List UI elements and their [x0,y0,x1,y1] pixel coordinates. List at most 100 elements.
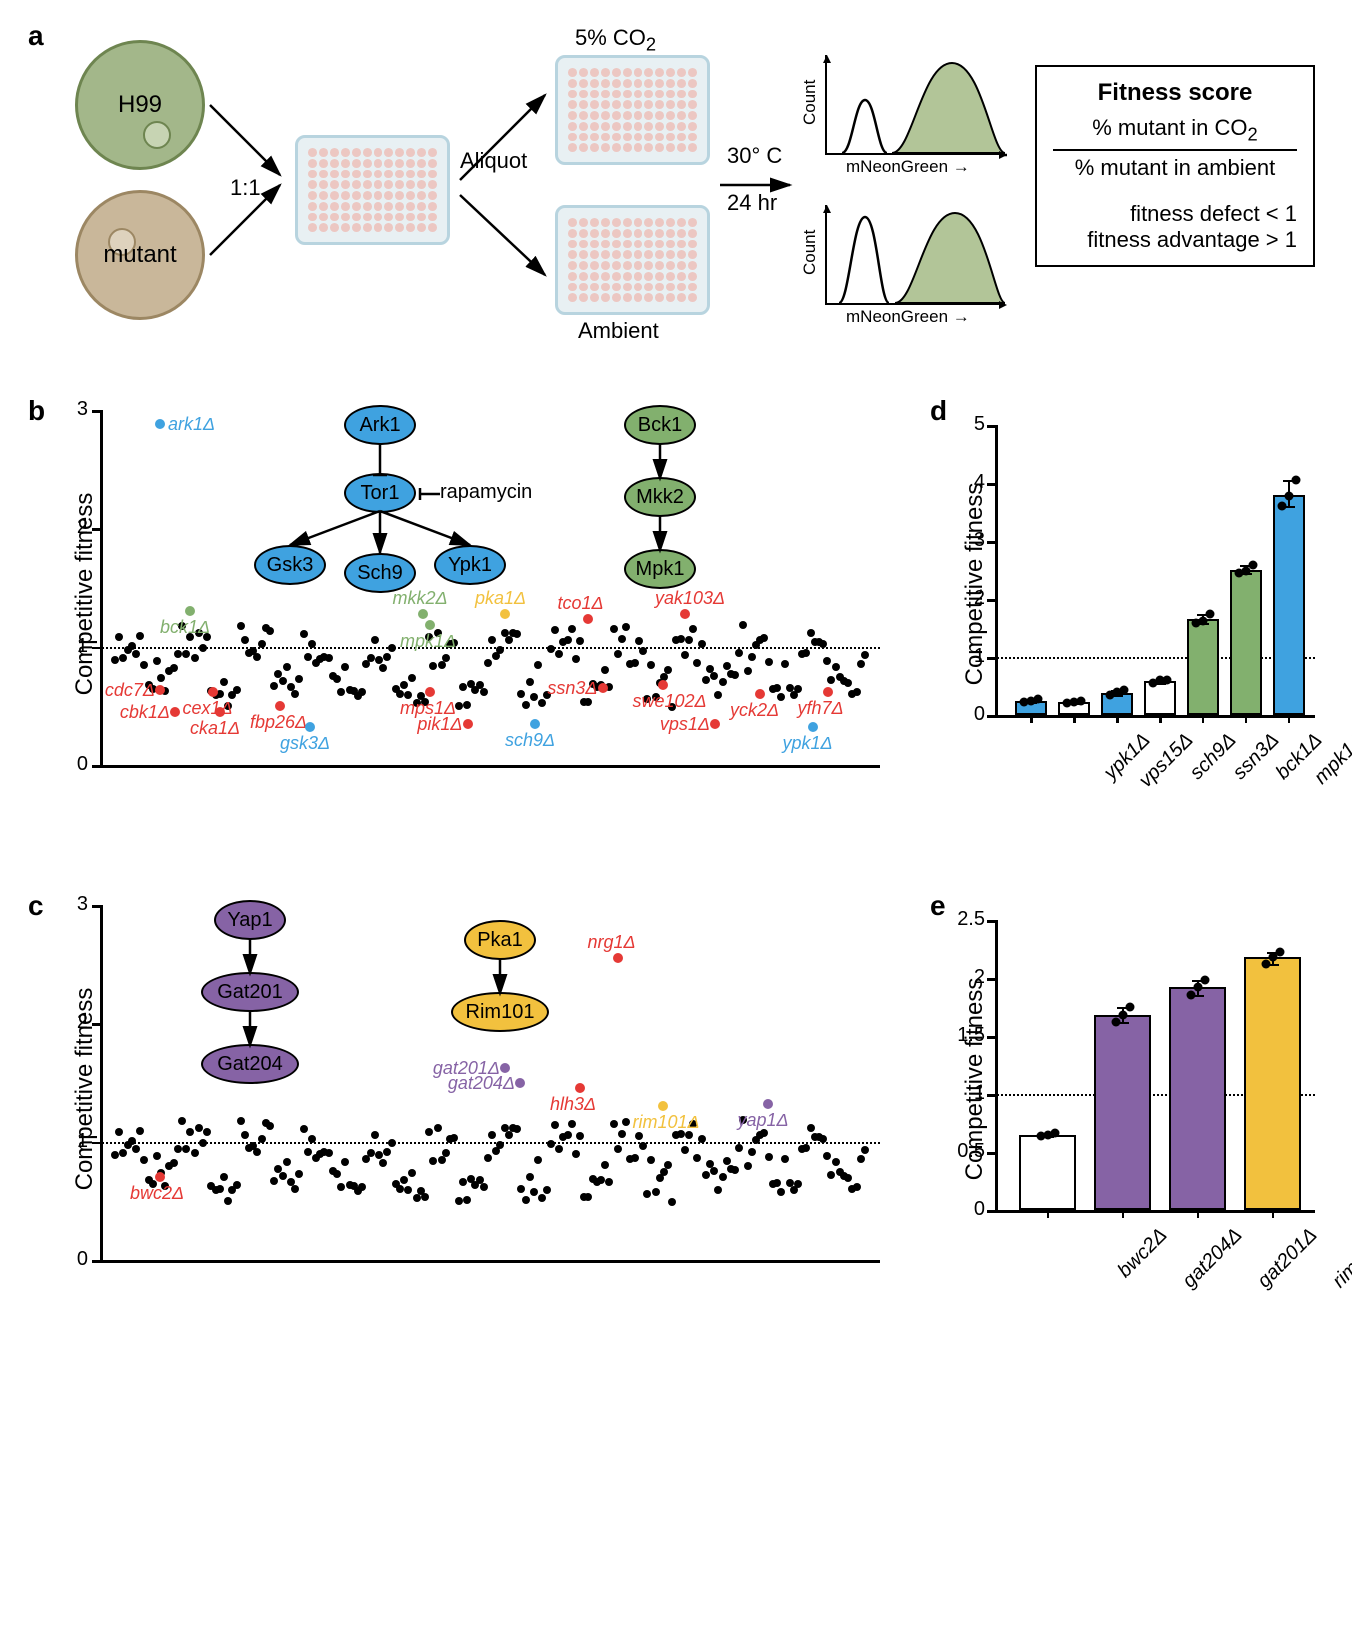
pathway-node: Yap1 [214,900,286,940]
point-label: fbp26Δ [250,712,307,733]
highlight-point [500,609,510,619]
point-label: ark1Δ [168,414,215,435]
panel-e-ylabel: Competitive fitness [961,959,989,1199]
fitness-title: Fitness score [1053,79,1297,107]
highlight-point [275,701,285,711]
point-label: rim101Δ [633,1112,700,1133]
point-label: bck1Δ [160,617,210,638]
panel-a-label: a [28,20,44,52]
point-label: gsk3Δ [280,733,330,754]
point-label: pka1Δ [475,588,526,609]
pathway-node: Ark1 [344,405,416,445]
point-label: mpk1Δ [400,631,456,652]
pathway-node: Ypk1 [434,545,506,585]
point-label: bwc2Δ [130,1183,184,1204]
highlight-point [613,953,623,963]
pathway-node: Bck1 [624,405,696,445]
flow-y2: Count [800,230,820,275]
ratio-label: 1:1 [230,175,261,201]
bar [1019,1135,1075,1210]
point-label: cka1Δ [190,718,240,739]
panel-d: Competitive fitness 012345ypk1Δvps15Δsch… [995,415,1325,745]
h99-nucleus [143,121,171,149]
highlight-point [425,687,435,697]
ambient-label: Ambient [578,318,659,344]
point-label: nrg1Δ [588,932,636,953]
h99-text: H99 [78,91,202,119]
panel-c: Competitive fitness 0123bwc2Δgat201Δgat2… [100,900,880,1280]
point-label: cbk1Δ [95,702,170,723]
bar [1273,495,1305,715]
flow-x2: mNeonGreen → [846,307,970,327]
panel-e: Competitive fitness 00.511.522.5bwc2Δgat… [995,910,1325,1240]
flow-ambient [825,205,1005,305]
highlight-point [598,683,608,693]
point-label: yfh7Δ [798,698,844,719]
highlight-point [185,606,195,616]
panel-d-ylabel: Competitive fitness [961,464,989,704]
highlight-point [155,1172,165,1182]
rapamycin-label: rapamycin [440,481,532,504]
highlight-point [823,687,833,697]
point-label: cex1Δ [183,698,233,719]
highlight-point [515,1078,525,1088]
h99-cell: H99 [75,40,205,170]
bar [1144,681,1176,715]
point-label: tco1Δ [558,593,604,614]
fitness-box: Fitness score % mutant in CO2 % mutant i… [1035,65,1315,267]
pathway-node: Pka1 [464,920,536,960]
incub-bottom: 24 hr [727,190,777,216]
point-label: hlh3Δ [550,1094,596,1115]
bar [1187,619,1219,715]
point-label: sch9Δ [505,730,555,751]
highlight-point [155,685,165,695]
flow-co2 [825,55,1005,155]
plate-wells [568,218,697,302]
mix-plate [295,135,450,245]
pathway-node: Gat204 [201,1044,299,1084]
point-label: cdc7Δ [80,680,155,701]
pathway-node: Gsk3 [254,545,326,585]
pathway-node: Sch9 [344,553,416,593]
bar [1230,570,1262,715]
point-label: yak103Δ [655,588,725,609]
panel-b-label: b [28,395,45,427]
panel-c-ylabel: Competitive fitness [71,974,99,1204]
flow-y1: Count [800,80,820,125]
fitness-den: % mutant in ambient [1053,155,1297,181]
flow-x1: mNeonGreen → [846,157,970,177]
fitness-line1: fitness defect < 1 [1053,201,1297,227]
point-label: vps1Δ [635,714,710,735]
co2-plate [555,55,710,165]
highlight-point [155,419,165,429]
fitness-line2: fitness advantage > 1 [1053,227,1297,253]
plate-wells [308,148,437,232]
pathway-node: Gat201 [201,972,299,1012]
point-label: gat204Δ [440,1073,515,1094]
highlight-point [463,719,473,729]
pathway-node: Rim101 [451,992,549,1032]
highlight-point [583,614,593,624]
panel-c-label: c [28,890,44,922]
panel-b-ylabel: Competitive fitness [71,479,99,709]
bar [1169,987,1225,1210]
highlight-point [170,707,180,717]
point-label: yck2Δ [730,700,779,721]
highlight-point [680,609,690,619]
plate-wells [568,68,697,152]
highlight-point [530,719,540,729]
panel-e-label: e [930,890,946,922]
point-label: yap1Δ [738,1110,789,1131]
figure-root: a H99 mutant 1:1 Aliquot [20,20,1332,1608]
highlight-point [658,1101,668,1111]
highlight-point [215,707,225,717]
highlight-point [658,680,668,690]
panel-b: Competitive fitness 0123ark1Δbck1Δcdc7Δc… [100,405,880,785]
point-label: ypk1Δ [783,733,833,754]
panel-a: H99 mutant 1:1 Aliquot 5% CO2 [55,30,1315,350]
highlight-point [710,719,720,729]
ambient-plate [555,205,710,315]
highlight-point [208,687,218,697]
highlight-point [808,722,818,732]
mutant-text: mutant [78,241,202,269]
